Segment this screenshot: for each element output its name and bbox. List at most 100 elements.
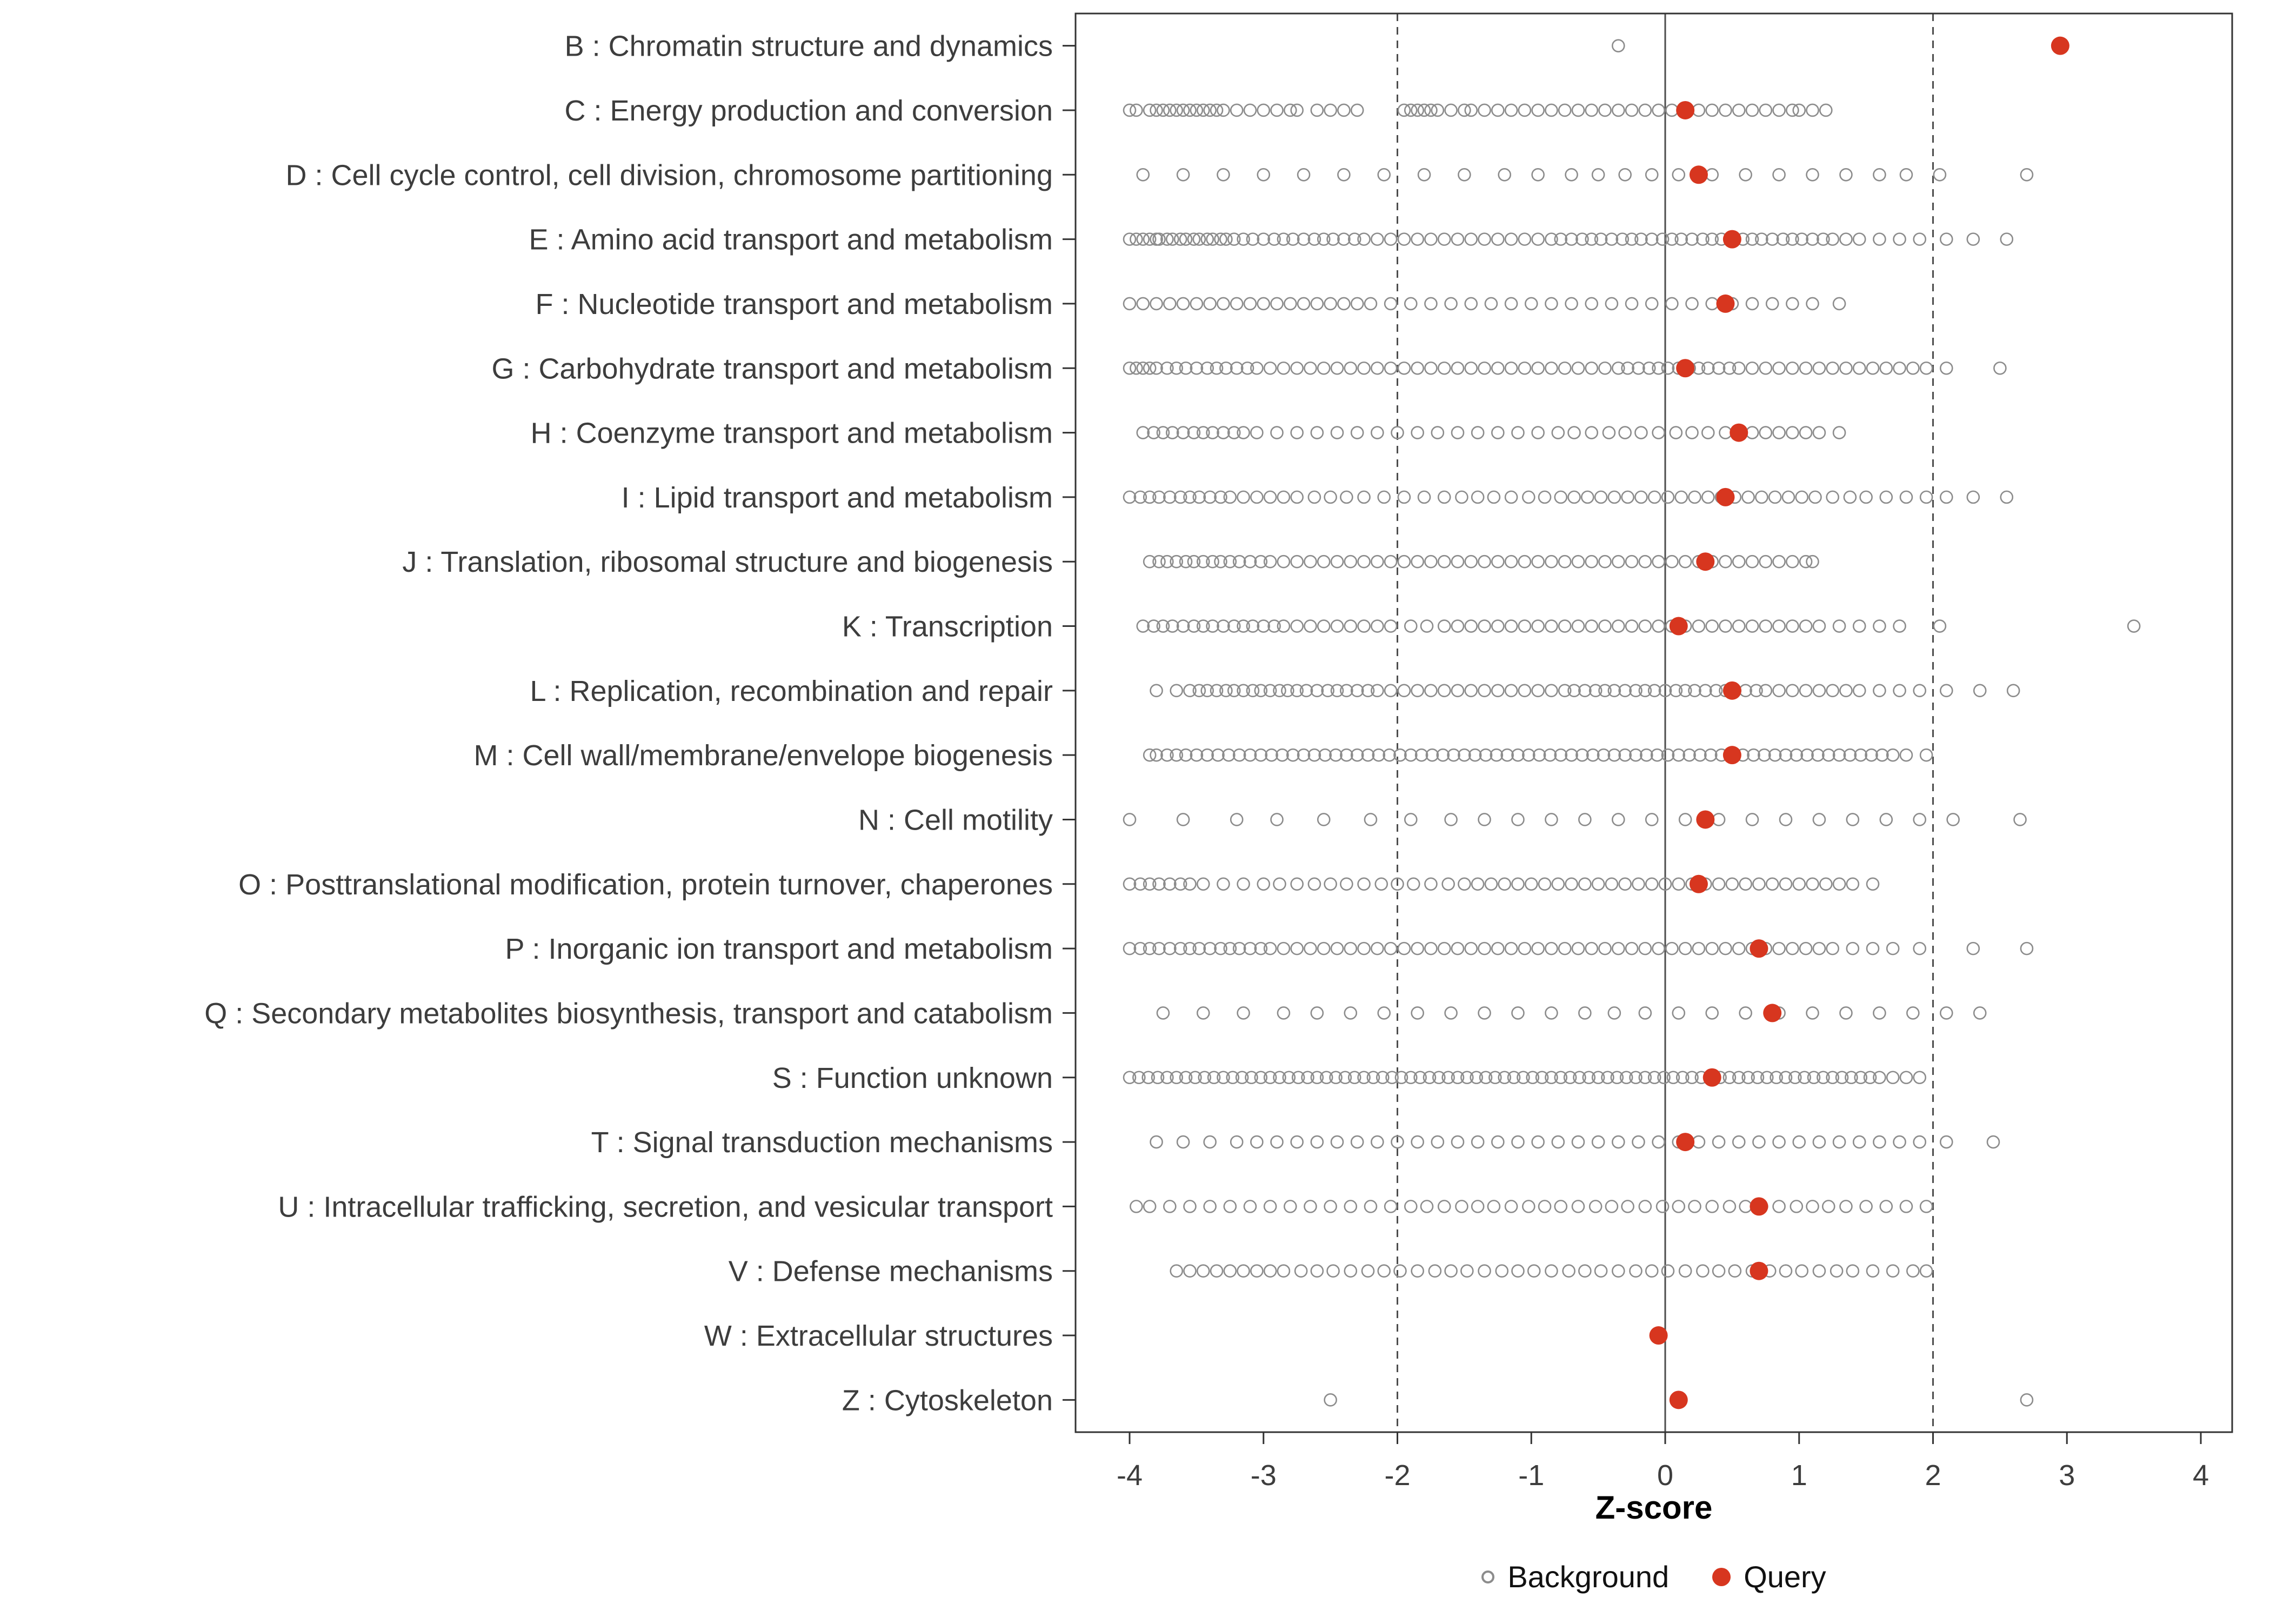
background-point bbox=[2013, 813, 2027, 826]
background-point bbox=[1478, 684, 1491, 698]
background-point bbox=[1350, 684, 1364, 698]
background-point bbox=[1383, 748, 1396, 762]
background-point bbox=[1170, 361, 1184, 375]
background-point bbox=[1437, 1200, 1451, 1213]
background-point bbox=[1685, 297, 1699, 311]
background-point bbox=[1237, 877, 1250, 891]
y-axis-label: T : Signal transduction mechanisms bbox=[591, 1126, 1053, 1159]
background-point bbox=[1554, 232, 1568, 246]
background-point bbox=[1286, 748, 1300, 762]
background-point bbox=[1786, 361, 1799, 375]
background-point bbox=[1150, 361, 1163, 375]
background-point bbox=[1163, 1200, 1177, 1213]
background-point bbox=[1257, 619, 1271, 633]
y-axis-label: U : Intracellular trafficking, secretion… bbox=[278, 1191, 1053, 1223]
background-point bbox=[1227, 232, 1241, 246]
background-point bbox=[1441, 877, 1455, 891]
y-axis-label: B : Chromatin structure and dynamics bbox=[565, 30, 1053, 63]
background-point bbox=[1594, 1264, 1608, 1278]
background-point bbox=[1384, 684, 1398, 698]
background-point bbox=[1551, 1135, 1565, 1149]
background-point bbox=[1257, 877, 1271, 891]
background-point bbox=[1558, 619, 1572, 633]
background-point bbox=[1183, 684, 1197, 698]
background-point bbox=[1645, 877, 1659, 891]
background-point bbox=[1732, 554, 1746, 569]
background-point bbox=[1518, 619, 1532, 633]
background-point bbox=[1152, 877, 1166, 891]
background-point bbox=[1705, 103, 1719, 117]
background-point bbox=[1156, 619, 1170, 633]
background-point bbox=[1237, 232, 1250, 246]
background-point bbox=[1573, 1071, 1586, 1085]
background-point bbox=[1329, 1071, 1343, 1085]
background-point bbox=[1123, 1071, 1137, 1085]
background-point bbox=[1150, 297, 1163, 311]
background-point bbox=[1852, 1135, 1866, 1149]
background-point bbox=[1321, 684, 1334, 698]
background-point bbox=[1532, 748, 1546, 762]
background-point bbox=[1277, 1264, 1291, 1278]
background-point bbox=[1458, 877, 1471, 891]
background-point bbox=[1846, 877, 1860, 891]
background-point bbox=[1839, 684, 1853, 698]
background-point bbox=[1826, 490, 1839, 504]
background-point bbox=[1545, 103, 1558, 117]
background-point bbox=[1866, 941, 1880, 955]
background-point bbox=[1304, 941, 1317, 955]
background-point bbox=[1284, 103, 1297, 117]
background-point bbox=[2006, 684, 2020, 698]
background-point bbox=[1588, 1200, 1603, 1213]
background-point bbox=[1165, 232, 1179, 246]
background-point bbox=[1263, 554, 1277, 569]
background-point bbox=[1310, 1135, 1324, 1149]
background-point bbox=[1344, 1200, 1358, 1213]
background-point bbox=[1598, 554, 1612, 569]
background-point bbox=[1291, 1071, 1305, 1085]
background-point bbox=[1621, 490, 1634, 504]
background-point bbox=[1772, 168, 1786, 182]
background-point bbox=[1376, 1071, 1390, 1085]
background-point bbox=[1545, 232, 1558, 246]
background-point bbox=[1786, 619, 1799, 633]
background-point bbox=[1263, 1200, 1277, 1213]
background-point bbox=[1826, 232, 1839, 246]
background-point bbox=[1582, 1071, 1596, 1085]
background-point bbox=[1176, 103, 1190, 117]
background-point bbox=[1206, 619, 1219, 633]
background-point bbox=[1575, 232, 1589, 246]
y-axis-label: S : Function unknown bbox=[772, 1062, 1053, 1094]
query-point bbox=[1689, 874, 1708, 893]
background-point bbox=[1798, 1071, 1811, 1085]
background-point bbox=[1817, 1071, 1830, 1085]
background-point bbox=[1263, 684, 1277, 698]
background-point bbox=[1839, 1006, 1853, 1020]
background-point bbox=[1585, 103, 1599, 117]
query-point bbox=[1763, 1004, 1782, 1022]
background-point bbox=[1571, 554, 1585, 569]
background-point bbox=[1621, 1200, 1634, 1213]
background-point bbox=[1245, 1071, 1258, 1085]
background-point bbox=[1504, 1200, 1518, 1213]
background-point bbox=[1739, 877, 1752, 891]
background-point bbox=[1899, 1200, 1913, 1213]
background-point bbox=[1786, 941, 1799, 955]
background-point bbox=[1772, 426, 1786, 439]
background-point bbox=[1565, 877, 1578, 891]
background-point bbox=[1478, 1006, 1491, 1020]
background-point bbox=[1192, 684, 1206, 698]
background-point bbox=[1393, 1264, 1407, 1278]
background-point bbox=[1160, 554, 1174, 569]
background-point bbox=[1478, 619, 1491, 633]
background-point bbox=[1222, 748, 1236, 762]
background-point bbox=[1701, 361, 1715, 375]
background-point bbox=[1893, 619, 1906, 633]
background-point bbox=[1607, 684, 1621, 698]
background-point bbox=[1263, 1071, 1277, 1085]
background-point bbox=[1605, 1200, 1619, 1213]
background-point bbox=[1176, 813, 1190, 826]
background-point bbox=[1250, 1264, 1264, 1278]
background-point bbox=[1712, 361, 1726, 375]
background-point bbox=[1779, 748, 1793, 762]
query-point bbox=[1722, 230, 1741, 249]
